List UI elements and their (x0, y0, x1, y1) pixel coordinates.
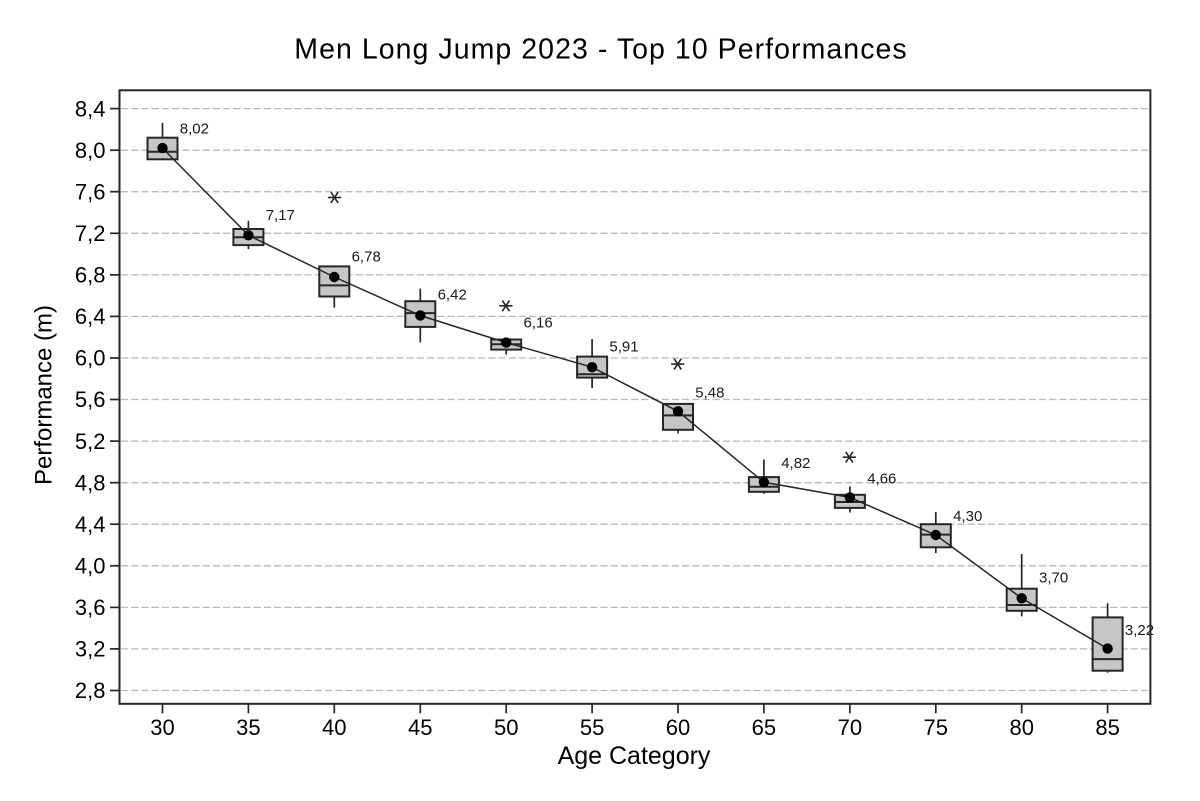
svg-text:8,02: 8,02 (180, 120, 209, 137)
svg-text:6,42: 6,42 (438, 287, 467, 304)
svg-text:3,6: 3,6 (75, 595, 106, 620)
svg-text:4,8: 4,8 (75, 470, 106, 495)
svg-text:5,6: 5,6 (75, 387, 106, 412)
svg-text:55: 55 (580, 715, 604, 740)
svg-text:2,8: 2,8 (75, 678, 106, 703)
svg-text:8,4: 8,4 (75, 96, 106, 121)
svg-text:60: 60 (666, 715, 690, 740)
svg-text:4,82: 4,82 (781, 455, 810, 472)
svg-text:8,0: 8,0 (75, 138, 106, 163)
svg-text:4,66: 4,66 (867, 471, 896, 488)
svg-text:45: 45 (408, 715, 432, 740)
svg-text:7,17: 7,17 (266, 207, 295, 224)
svg-text:5,2: 5,2 (75, 429, 106, 454)
svg-text:65: 65 (752, 715, 776, 740)
svg-text:Age Category: Age Category (558, 742, 711, 770)
svg-text:6,0: 6,0 (75, 346, 106, 371)
svg-text:3,22: 3,22 (1125, 622, 1154, 639)
svg-text:80: 80 (1009, 715, 1033, 740)
svg-text:35: 35 (236, 715, 260, 740)
svg-text:4,30: 4,30 (953, 508, 982, 525)
svg-text:40: 40 (322, 715, 346, 740)
svg-text:7,6: 7,6 (75, 179, 106, 204)
svg-text:30: 30 (150, 715, 174, 740)
svg-text:3,70: 3,70 (1039, 570, 1068, 587)
svg-text:70: 70 (838, 715, 862, 740)
svg-text:50: 50 (494, 715, 518, 740)
svg-text:7,2: 7,2 (75, 221, 106, 246)
svg-text:5,48: 5,48 (695, 385, 724, 402)
svg-text:6,78: 6,78 (352, 249, 381, 266)
svg-text:75: 75 (924, 715, 948, 740)
svg-text:Performance (m): Performance (m) (31, 305, 58, 485)
svg-text:Men Long Jump 2023 - Top 10 Pe: Men Long Jump 2023 - Top 10 Performances (294, 34, 907, 66)
svg-text:4,0: 4,0 (75, 554, 106, 579)
svg-text:6,4: 6,4 (75, 304, 106, 329)
svg-text:6,16: 6,16 (524, 314, 553, 331)
svg-text:5,91: 5,91 (609, 339, 638, 356)
svg-text:85: 85 (1095, 715, 1119, 740)
svg-text:4,4: 4,4 (75, 512, 106, 537)
svg-text:3,2: 3,2 (75, 637, 106, 662)
svg-text:6,8: 6,8 (75, 263, 106, 288)
